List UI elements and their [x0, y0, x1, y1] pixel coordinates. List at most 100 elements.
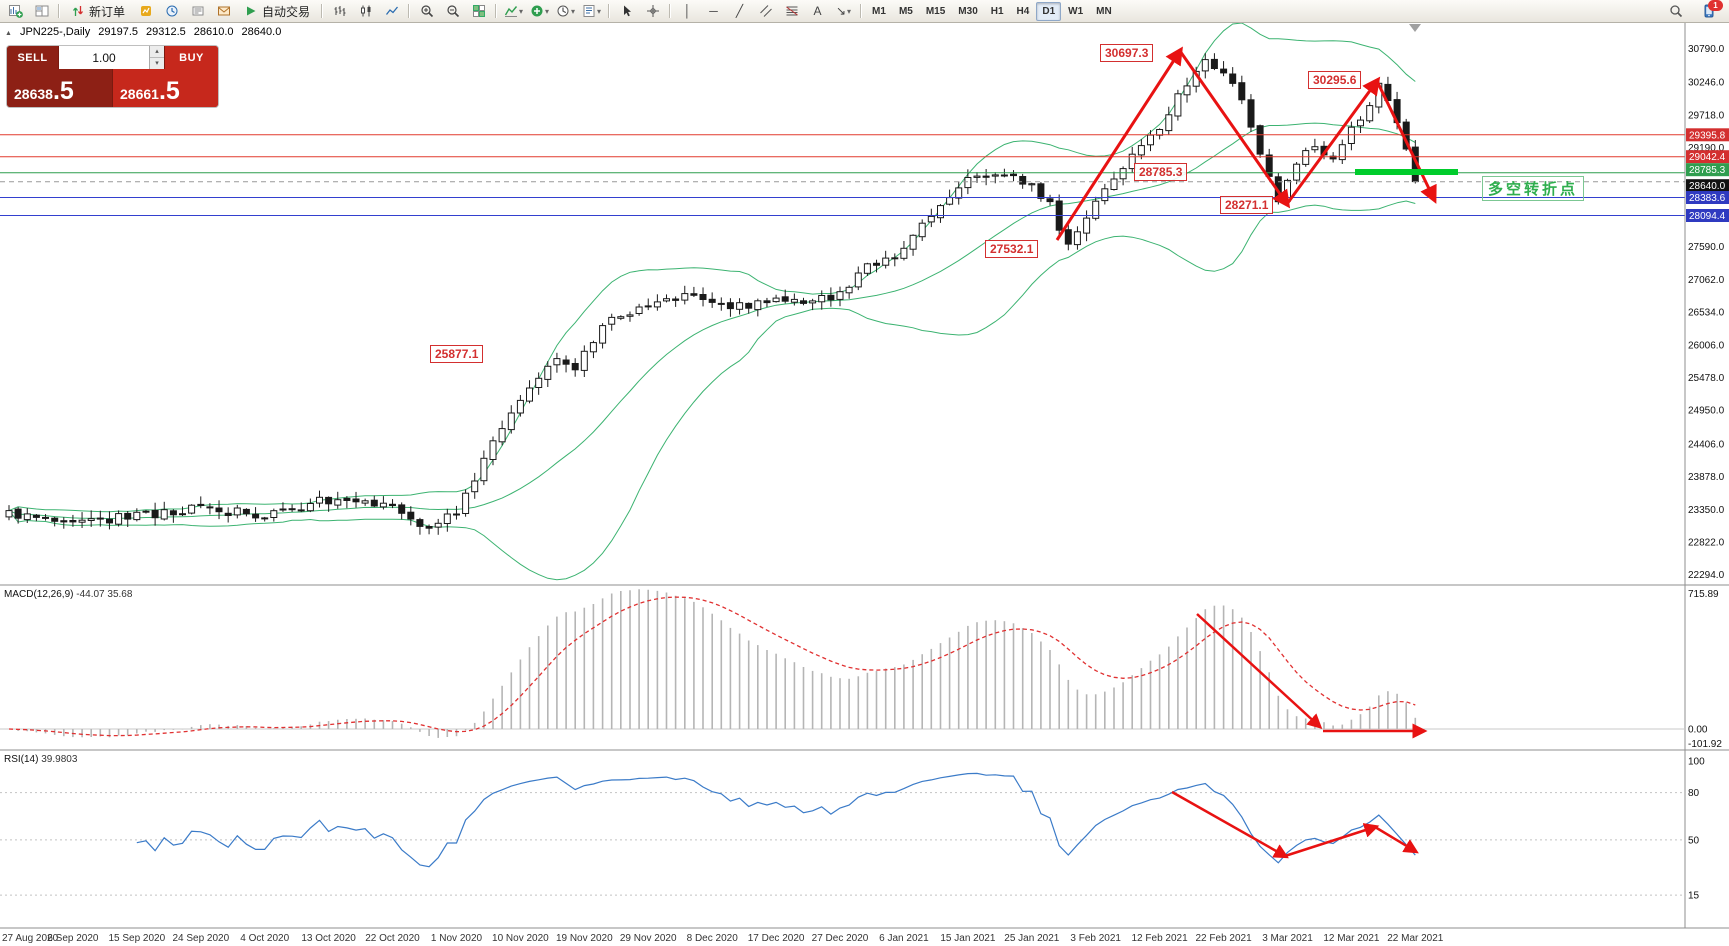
news-icon[interactable] — [185, 1, 210, 21]
zoom-in-icon[interactable] — [414, 1, 439, 21]
svg-text:29042.4: 29042.4 — [1689, 152, 1726, 163]
price-axis[interactable]: 30790.0 30246.0 29718.0 29190.0 27590.0 27062… — [1686, 44, 1729, 581]
arrows-tool-icon[interactable]: ↘ ▾ — [835, 4, 852, 18]
turning-point-annotation[interactable]: 多空转折点 — [1482, 176, 1585, 201]
ohlc-open: 29197.5 — [98, 26, 139, 38]
timeframe-m15-button[interactable]: M15 — [925, 5, 946, 17]
candle-chart-type-icon[interactable] — [353, 1, 378, 21]
toolbar-separator — [408, 4, 411, 18]
svg-text:12 Mar 2021: 12 Mar 2021 — [1323, 933, 1380, 944]
volume-decrease-button[interactable]: ▾ — [150, 58, 164, 69]
timeframe-h1-button[interactable]: H1 — [990, 5, 1004, 17]
volume-stepper: ▴ ▾ — [149, 46, 164, 69]
one-click-trading-panel: SELL 1.00 ▴ ▾ BUY 28638.5 28661.5 — [7, 46, 218, 107]
tile-windows-icon[interactable] — [466, 1, 491, 21]
timeframe-mn-button[interactable]: MN — [1096, 5, 1112, 17]
svg-text:80: 80 — [1688, 788, 1700, 799]
symbol-arrow-icon[interactable]: ▲ — [5, 30, 12, 37]
svg-text:19 Nov 2020: 19 Nov 2020 — [556, 933, 613, 944]
crosshair-icon[interactable] — [640, 1, 665, 21]
price-callout[interactable]: 27532.1 — [985, 240, 1039, 258]
svg-text:28640.0: 28640.0 — [1689, 181, 1726, 192]
notification-badge: 1 — [1708, 0, 1723, 11]
rsi-label: RSI(14) 39.9803 — [4, 754, 77, 765]
horizontal-line-icon[interactable]: ─ — [709, 4, 718, 18]
profiles-icon[interactable] — [29, 1, 54, 21]
timeframe-h4-button[interactable]: H4 — [1016, 5, 1030, 17]
svg-text:27 Dec 2020: 27 Dec 2020 — [812, 933, 869, 944]
price-callout[interactable]: 28271.1 — [1220, 196, 1274, 214]
ohlc-high: 29312.5 — [146, 26, 186, 38]
timeframe-m5-button[interactable]: M5 — [898, 5, 913, 17]
timeframe-w1-button[interactable]: W1 — [1068, 5, 1084, 17]
toolbar-separator — [321, 4, 324, 18]
macd-name: MACD(12,26,9) — [4, 589, 74, 600]
trend-arrows[interactable] — [1055, 24, 1458, 859]
channel-icon[interactable] — [753, 1, 778, 21]
sell-price[interactable]: 28638.5 — [7, 69, 112, 107]
timeframe-m30-button[interactable]: M30 — [958, 5, 978, 17]
trendline-icon[interactable]: ╱ — [735, 4, 744, 18]
timeframe-m1-button[interactable]: M1 — [872, 5, 886, 17]
svg-text:27590.0: 27590.0 — [1688, 242, 1725, 253]
mailbox-icon[interactable] — [211, 1, 236, 21]
horizontal-levels[interactable] — [0, 134, 1685, 216]
price-callout[interactable]: 25877.1 — [430, 345, 484, 363]
svg-text:3 Mar 2021: 3 Mar 2021 — [1262, 933, 1313, 944]
periods-icon[interactable]: ▾ — [553, 1, 578, 21]
svg-text:25478.0: 25478.0 — [1688, 373, 1725, 384]
svg-text:30246.0: 30246.0 — [1688, 78, 1725, 89]
autotrade-button[interactable]: 自动交易 — [237, 1, 317, 21]
svg-text:27062.0: 27062.0 — [1688, 275, 1725, 286]
sell-price-main: 28638 — [14, 86, 53, 102]
rsi-value: 39.9803 — [41, 754, 78, 765]
svg-text:0.00: 0.00 — [1688, 725, 1708, 736]
svg-text:24406.0: 24406.0 — [1688, 439, 1725, 450]
mql5-market-icon[interactable] — [133, 1, 158, 21]
search-icon[interactable] — [1663, 1, 1688, 21]
zoom-out-icon[interactable] — [440, 1, 465, 21]
vertical-line-icon[interactable]: │ — [683, 4, 692, 18]
volume-field[interactable]: 1.00 ▴ ▾ — [59, 46, 164, 69]
notification-icon[interactable]: 1 — [1698, 0, 1723, 20]
svg-text:4 Oct 2020: 4 Oct 2020 — [240, 933, 289, 944]
svg-text:22 Feb 2021: 22 Feb 2021 — [1196, 933, 1253, 944]
shift-marker-icon[interactable] — [1409, 24, 1421, 32]
price-callout[interactable]: 30295.6 — [1308, 71, 1362, 89]
svg-text:6 Sep 2020: 6 Sep 2020 — [47, 933, 99, 944]
line-chart-type-icon[interactable] — [379, 1, 404, 21]
sell-button[interactable]: SELL — [7, 46, 58, 69]
svg-text:28094.4: 28094.4 — [1689, 211, 1726, 222]
price-callout[interactable]: 30697.3 — [1100, 44, 1154, 62]
text-tool-icon[interactable]: A — [813, 4, 822, 18]
svg-text:-101.92: -101.92 — [1688, 739, 1722, 750]
buy-price[interactable]: 28661.5 — [113, 69, 218, 107]
new-chart-icon[interactable] — [3, 1, 28, 21]
bar-chart-type-icon[interactable] — [327, 1, 352, 21]
add-indicator-icon[interactable]: ▾ — [527, 1, 552, 21]
volume-increase-button[interactable]: ▴ — [150, 46, 164, 58]
panel-separators — [0, 22, 1729, 929]
price-callout[interactable]: 28785.3 — [1134, 163, 1188, 181]
buy-price-frac: .5 — [158, 77, 180, 105]
fibonacci-icon[interactable] — [779, 1, 804, 21]
svg-text:30790.0: 30790.0 — [1688, 44, 1725, 55]
svg-text:6 Jan 2021: 6 Jan 2021 — [879, 933, 929, 944]
timeframe-d1-button[interactable]: D1 — [1036, 1, 1062, 21]
buy-button[interactable]: BUY — [165, 46, 218, 69]
svg-text:13 Oct 2020: 13 Oct 2020 — [301, 933, 356, 944]
indicators-icon[interactable]: ▾ — [501, 1, 526, 21]
templates-icon[interactable]: ▾ — [579, 1, 604, 21]
svg-text:15 Sep 2020: 15 Sep 2020 — [108, 933, 165, 944]
history-center-icon[interactable] — [159, 1, 184, 21]
svg-text:22294.0: 22294.0 — [1688, 570, 1725, 581]
svg-text:1 Nov 2020: 1 Nov 2020 — [431, 933, 483, 944]
cursor-icon[interactable] — [614, 1, 639, 21]
rsi-panel: 100 80 50 15 — [0, 757, 1705, 902]
svg-text:100: 100 — [1688, 757, 1705, 768]
svg-text:23350.0: 23350.0 — [1688, 505, 1725, 516]
new-order-button[interactable]: 新订单 — [64, 1, 132, 21]
svg-text:24950.0: 24950.0 — [1688, 406, 1725, 417]
